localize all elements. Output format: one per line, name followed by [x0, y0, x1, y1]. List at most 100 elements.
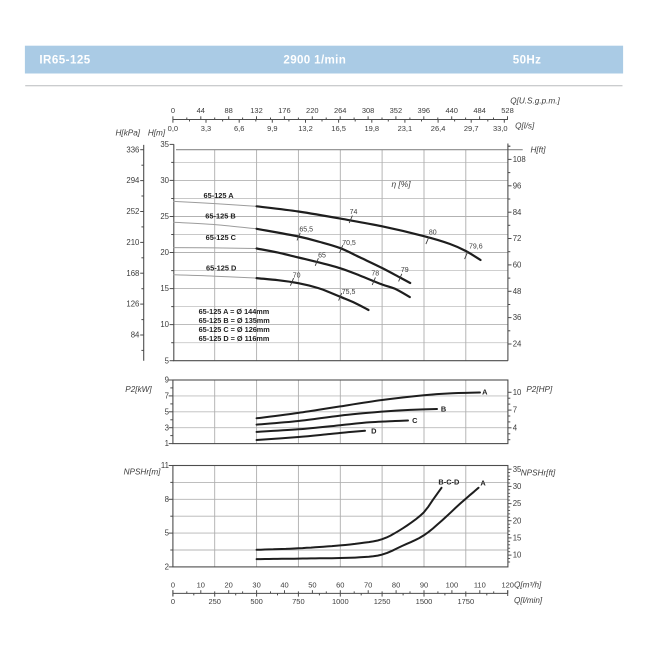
svg-text:396: 396: [418, 106, 431, 115]
svg-text:15: 15: [160, 284, 169, 293]
svg-text:252: 252: [126, 207, 139, 216]
svg-text:65: 65: [318, 253, 326, 260]
svg-text:10: 10: [160, 320, 169, 329]
svg-text:84: 84: [513, 208, 522, 217]
svg-text:35: 35: [513, 465, 522, 474]
svg-text:23,1: 23,1: [398, 124, 413, 133]
svg-text:IR65-125: IR65-125: [39, 54, 90, 67]
svg-text:44: 44: [197, 106, 205, 115]
svg-text:750: 750: [292, 597, 305, 606]
svg-text:80: 80: [392, 580, 400, 589]
svg-text:30: 30: [252, 580, 260, 589]
svg-text:35: 35: [160, 140, 169, 149]
svg-text:1: 1: [165, 439, 169, 448]
svg-text:96: 96: [513, 181, 522, 190]
svg-text:65-125 A = Ø 144mm: 65-125 A = Ø 144mm: [199, 307, 270, 316]
svg-text:48: 48: [513, 287, 522, 296]
svg-text:110: 110: [474, 580, 486, 589]
svg-text:176: 176: [278, 106, 291, 115]
svg-text:Q[l/s]: Q[l/s]: [515, 122, 535, 131]
svg-text:0: 0: [171, 597, 175, 606]
svg-text:74: 74: [350, 209, 358, 216]
svg-text:70: 70: [364, 580, 372, 589]
svg-text:1750: 1750: [457, 597, 474, 606]
svg-text:65-125 D: 65-125 D: [206, 264, 237, 273]
svg-text:65-125 C: 65-125 C: [206, 233, 237, 242]
svg-text:100: 100: [446, 580, 459, 589]
svg-text:D: D: [371, 427, 377, 436]
svg-text:3,3: 3,3: [201, 124, 211, 133]
svg-text:65-125 A: 65-125 A: [204, 191, 235, 200]
svg-text:50Hz: 50Hz: [513, 54, 541, 67]
svg-text:65-125 B = Ø 135mm: 65-125 B = Ø 135mm: [199, 316, 271, 325]
svg-text:120: 120: [501, 580, 514, 589]
svg-text:88: 88: [225, 106, 233, 115]
svg-text:0: 0: [171, 106, 175, 115]
svg-text:336: 336: [126, 145, 139, 154]
svg-text:70: 70: [293, 273, 301, 280]
svg-text:5: 5: [165, 407, 170, 416]
svg-text:25: 25: [513, 499, 522, 508]
svg-text:10: 10: [197, 580, 205, 589]
svg-text:Q[U.S.g.p.m.]: Q[U.S.g.p.m.]: [510, 96, 560, 105]
svg-text:220: 220: [306, 106, 319, 115]
svg-text:5: 5: [165, 529, 170, 538]
svg-text:2: 2: [165, 563, 169, 572]
svg-text:0: 0: [171, 580, 175, 589]
svg-text:16,5: 16,5: [331, 124, 346, 133]
svg-text:7: 7: [513, 406, 517, 415]
svg-text:Q[m³/h]: Q[m³/h]: [514, 581, 542, 590]
svg-text:126: 126: [126, 300, 139, 309]
svg-text:NPSHr[m]: NPSHr[m]: [124, 468, 162, 477]
svg-text:75,5: 75,5: [342, 289, 356, 296]
svg-text:36: 36: [513, 313, 522, 322]
svg-text:NPSHr[ft]: NPSHr[ft]: [521, 468, 556, 477]
svg-text:65-125 D = Ø 116mm: 65-125 D = Ø 116mm: [199, 334, 270, 343]
svg-text:294: 294: [126, 176, 140, 185]
svg-text:C: C: [412, 416, 418, 425]
svg-text:H[kPa]: H[kPa]: [116, 129, 141, 138]
svg-text:19,8: 19,8: [364, 124, 379, 133]
svg-text:108: 108: [513, 155, 526, 164]
svg-text:30: 30: [160, 176, 169, 185]
svg-text:65-125 C = Ø 126mm: 65-125 C = Ø 126mm: [199, 325, 271, 334]
svg-text:1250: 1250: [374, 597, 391, 606]
svg-text:20: 20: [225, 580, 233, 589]
svg-text:2900 1/min: 2900 1/min: [283, 54, 346, 67]
svg-text:η [%]: η [%]: [391, 179, 411, 189]
svg-text:B: B: [441, 404, 446, 413]
svg-text:210: 210: [126, 238, 140, 247]
svg-text:7: 7: [165, 392, 169, 401]
svg-text:P2[HP]: P2[HP]: [526, 385, 553, 394]
svg-text:1500: 1500: [416, 597, 433, 606]
svg-text:84: 84: [131, 331, 140, 340]
svg-text:60: 60: [336, 580, 344, 589]
svg-text:4: 4: [513, 423, 518, 432]
svg-text:80: 80: [429, 229, 437, 236]
svg-text:A: A: [482, 388, 488, 397]
svg-text:168: 168: [126, 269, 139, 278]
svg-text:33,0: 33,0: [493, 124, 508, 133]
svg-text:0,0: 0,0: [168, 124, 178, 133]
svg-text:13,2: 13,2: [298, 124, 313, 133]
svg-text:10: 10: [513, 388, 522, 397]
svg-text:500: 500: [250, 597, 263, 606]
svg-text:60: 60: [513, 261, 522, 270]
svg-text:25: 25: [160, 212, 169, 221]
svg-text:20: 20: [513, 516, 522, 525]
svg-text:264: 264: [334, 106, 347, 115]
svg-text:9,9: 9,9: [267, 124, 277, 133]
svg-text:79,6: 79,6: [469, 244, 483, 251]
svg-text:65,5: 65,5: [299, 227, 313, 234]
svg-text:A: A: [480, 478, 486, 487]
svg-text:132: 132: [250, 106, 263, 115]
svg-text:8: 8: [165, 495, 169, 504]
svg-text:15: 15: [513, 534, 522, 543]
svg-text:250: 250: [208, 597, 221, 606]
svg-text:40: 40: [280, 580, 288, 589]
svg-text:6,6: 6,6: [234, 124, 244, 133]
svg-text:65-125 B: 65-125 B: [205, 212, 235, 221]
svg-text:3: 3: [165, 423, 169, 432]
svg-text:79: 79: [401, 267, 409, 274]
svg-text:90: 90: [420, 580, 428, 589]
